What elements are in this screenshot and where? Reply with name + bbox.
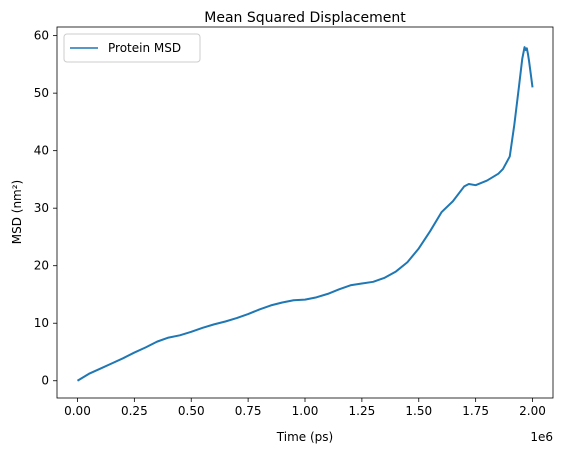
y-tick-label: 50 <box>34 86 49 100</box>
y-axis: 0 10 20 30 40 50 60 <box>34 29 57 388</box>
x-tick-label: 0.75 <box>235 404 262 418</box>
x-axis-offset-text: 1e6 <box>530 430 553 444</box>
x-tick-label: 0.25 <box>121 404 148 418</box>
x-tick-label: 2.00 <box>519 404 546 418</box>
y-axis-label: MSD (nm²) <box>10 180 24 245</box>
y-tick-label: 40 <box>34 144 49 158</box>
y-tick-label: 10 <box>34 316 49 330</box>
y-tick-label: 60 <box>34 29 49 43</box>
y-tick-label: 30 <box>34 201 49 215</box>
x-tick-label: 0.50 <box>178 404 205 418</box>
x-axis: 0.00 0.25 0.50 0.75 1.00 1.25 1.50 1.75 2.00 <box>64 398 546 418</box>
y-tick-label: 20 <box>34 259 49 273</box>
chart-title: Mean Squared Displacement <box>204 10 406 26</box>
legend-box <box>63 33 201 63</box>
x-axis-label: Time (ps) <box>276 430 333 444</box>
x-tick-label: 1.50 <box>405 404 432 418</box>
y-tick-label: 0 <box>41 374 49 388</box>
series-line-protein-msd <box>76 46 534 382</box>
x-tick-label: 1.25 <box>349 404 376 418</box>
legend: Protein MSD <box>63 33 201 63</box>
legend-label-protein-msd: Protein MSD <box>108 41 181 55</box>
x-tick-label: 1.75 <box>462 404 489 418</box>
series-layer <box>76 46 534 382</box>
x-tick-label: 0.00 <box>64 404 91 418</box>
x-tick-label: 1.00 <box>292 404 319 418</box>
